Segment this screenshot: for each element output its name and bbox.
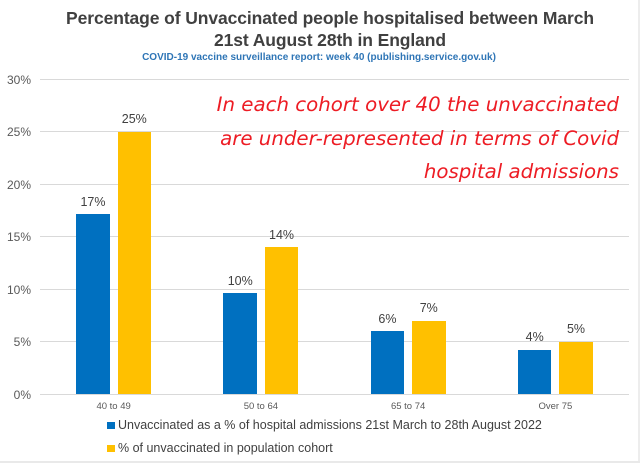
x-axis-label-50-to-64: 50 to 64 (243, 400, 279, 412)
bar-population-40-to-49 (117, 131, 152, 394)
legend-item-population: % of unvaccinated in population cohort (107, 442, 333, 455)
bar-label-admissions-65-to-74: 6% (378, 311, 397, 326)
legend-swatch-yellow (107, 444, 115, 453)
annotation-text: In each cohort over 40 the unvaccinated … (217, 88, 619, 189)
y-axis-label-15: 15% (6, 230, 31, 244)
gridline-15 (40, 236, 629, 237)
bar-admissions-50-to-64 (223, 293, 257, 394)
bar-population-50-to-64 (264, 247, 299, 394)
bar-label-population-over-75: 5% (566, 322, 586, 336)
annotation-line3: hospital admissions (423, 160, 619, 183)
gridline-5 (40, 341, 629, 342)
chart-subtitle: COVID-19 vaccine surveillance report: we… (142, 52, 496, 63)
bar-label-population-40-to-49: 25% (121, 112, 147, 126)
legend-swatch-blue (107, 421, 115, 430)
y-axis-label-25: 25% (6, 125, 31, 139)
annotation-line2: are under-represented in terms of Covid (220, 126, 619, 150)
gridline-20 (40, 183, 629, 185)
x-axis-label-65-to-74: 65 to 74 (390, 400, 426, 412)
bar-label-admissions-over-75: 4% (525, 330, 544, 345)
frame-edge-bottom (0, 461, 640, 463)
bar-label-population-50-to-64: 14% (269, 227, 295, 242)
bar-label-admissions-40-to-49: 17% (80, 194, 106, 209)
y-axis-label-20: 20% (6, 177, 31, 192)
y-axis-label-0: 0% (13, 387, 31, 402)
gridline-0 (40, 393, 629, 395)
y-axis-label-5: 5% (13, 335, 31, 349)
bar-admissions-over-75 (517, 349, 552, 394)
annotation-line1: In each cohort over 40 the unvaccinated (216, 93, 619, 116)
gridline-10 (40, 288, 629, 290)
legend-label-population: % of unvaccinated in population cohort (118, 441, 333, 455)
bar-admissions-40-to-49 (76, 214, 110, 394)
y-axis-label-30: 30% (6, 72, 31, 87)
bar-admissions-65-to-74 (370, 331, 405, 394)
frame-edge-right (638, 0, 640, 462)
chart-title-line2: 21st August 28th in England (214, 29, 446, 50)
x-axis-label-over-75: Over 75 (538, 400, 573, 412)
chart-title-block: Percentage of Unvaccinated people hospit… (25, 8, 635, 63)
bar-label-admissions-50-to-64: 10% (227, 273, 253, 288)
legend-label-admissions: Unvaccinated as a % of hospital admissio… (118, 418, 542, 432)
legend-item-admissions: Unvaccinated as a % of hospital admissio… (107, 419, 542, 432)
bar-population-over-75 (559, 341, 593, 394)
bar-population-65-to-74 (412, 320, 446, 394)
gridline-30 (40, 78, 629, 80)
bar-label-population-65-to-74: 7% (419, 301, 438, 315)
chart-title-line1: Percentage of Unvaccinated people hospit… (66, 8, 594, 28)
gridline-25 (40, 131, 629, 132)
x-axis-label-40-to-49: 40 to 49 (96, 400, 131, 412)
y-axis-label-10: 10% (6, 282, 31, 297)
